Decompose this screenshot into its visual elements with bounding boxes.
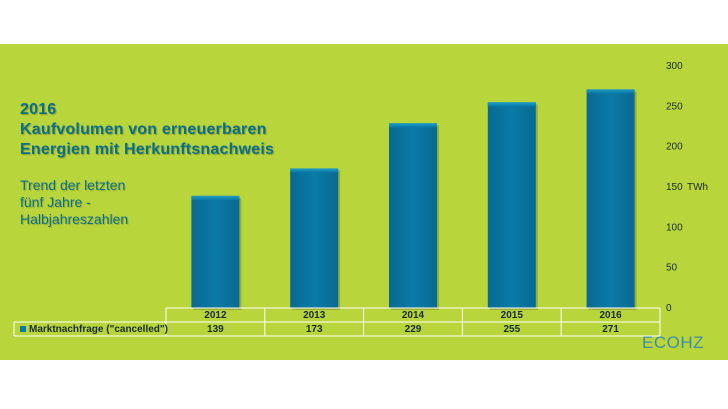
legend-label: Marktnachfrage ("cancelled") bbox=[29, 324, 168, 335]
bar-cap-2012 bbox=[191, 195, 240, 200]
y-tick-label: 50 bbox=[666, 263, 678, 274]
subtitle-line-1: Trend der letzten bbox=[20, 177, 126, 193]
data-table-value: 255 bbox=[503, 324, 520, 335]
data-table-value: 139 bbox=[207, 324, 224, 335]
bar-2016 bbox=[586, 89, 635, 308]
data-table-value: 229 bbox=[405, 324, 422, 335]
x-tick-label: 2015 bbox=[501, 310, 524, 321]
data-table-value: 271 bbox=[602, 324, 619, 335]
y-tick-label: 100 bbox=[666, 222, 683, 233]
y-tick-label: 150 bbox=[666, 182, 683, 193]
title-line-3: Energien mit Herkunftsnachweis bbox=[20, 141, 275, 158]
y-tick-label: 250 bbox=[666, 101, 683, 112]
ecohz-logo: ECOHZ bbox=[642, 333, 704, 352]
subtitle-line-2: fünf Jahre - bbox=[20, 194, 91, 210]
chart-subtitle: Trend der letzten fünf Jahre - Halbjahre… bbox=[20, 177, 128, 228]
x-tick-label: 2012 bbox=[204, 310, 227, 321]
y-tick-label: 0 bbox=[666, 303, 672, 314]
x-tick-label: 2016 bbox=[599, 310, 622, 321]
legend-swatch bbox=[20, 326, 26, 332]
bar-cap-2014 bbox=[389, 123, 437, 128]
y-unit-label: TWh bbox=[687, 182, 708, 193]
bar-2015 bbox=[487, 102, 536, 308]
y-tick-label: 200 bbox=[666, 142, 683, 153]
bar-cap-2015 bbox=[487, 102, 536, 107]
bar-cap-2013 bbox=[290, 168, 339, 173]
title-line-year: 2016 bbox=[20, 101, 57, 118]
x-tick-label: 2014 bbox=[402, 310, 425, 321]
data-table-value: 173 bbox=[306, 324, 323, 335]
bar-2014 bbox=[389, 123, 437, 308]
x-tick-label: 2013 bbox=[303, 310, 326, 321]
bar-cap-2016 bbox=[586, 89, 635, 94]
subtitle-line-3: Halbjahreszahlen bbox=[20, 211, 129, 227]
y-tick-label: 300 bbox=[666, 61, 683, 72]
bar-2013 bbox=[290, 168, 339, 308]
title-line-2: Kaufvolumen von erneuerbaren bbox=[20, 121, 267, 138]
chart-title: 2016 Kaufvolumen von erneuerbaren Energi… bbox=[20, 100, 274, 160]
bar-2012 bbox=[191, 195, 240, 308]
